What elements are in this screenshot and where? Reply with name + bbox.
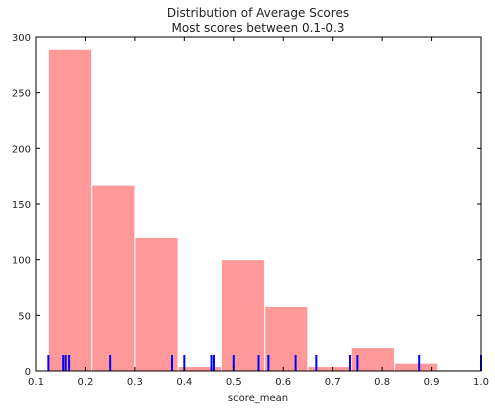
- y-tick-label-3: 150: [12, 200, 31, 211]
- histogram-bar-2: [134, 236, 179, 372]
- x-tick-label-3: 0.4: [176, 377, 192, 388]
- histogram-bar-5: [264, 305, 309, 372]
- x-axis: 0.1 0.2 0.3 0.4 0.5 0.6 0.7 0.8 0.9 1.0: [28, 37, 489, 388]
- x-tick-label-4: 0.5: [226, 377, 242, 388]
- histogram-bar-4: [220, 259, 266, 372]
- histogram-bar-6: [307, 366, 352, 372]
- y-tick-label-1: 50: [18, 311, 31, 322]
- x-tick-label-6: 0.7: [325, 377, 341, 388]
- x-tick-label-1: 0.2: [77, 377, 93, 388]
- x-tick-label-2: 0.3: [127, 377, 143, 388]
- x-tick-label-9: 1.0: [473, 377, 489, 388]
- y-tick-label-0: 0: [25, 367, 31, 378]
- histogram-bar-1: [91, 184, 136, 372]
- x-axis-label: score_mean: [228, 393, 288, 404]
- y-tick-label-6: 300: [12, 33, 31, 44]
- chart-subtitle: Most scores between 0.1-0.3: [172, 21, 345, 35]
- rug-group: [47, 355, 482, 371]
- x-tick-label-0: 0.1: [28, 377, 44, 388]
- bars-group: [47, 48, 482, 372]
- y-tick-label-5: 250: [12, 89, 31, 100]
- x-tick-label-5: 0.6: [275, 377, 291, 388]
- x-tick-label-8: 0.9: [424, 377, 440, 388]
- histogram-bar-0: [47, 48, 93, 372]
- y-tick-label-4: 200: [12, 144, 31, 155]
- chart-title: Distribution of Average Scores: [167, 6, 349, 20]
- y-tick-label-2: 100: [12, 256, 31, 267]
- y-axis: 0 50 100 150 200 250 300: [12, 33, 481, 378]
- x-tick-label-7: 0.8: [374, 377, 390, 388]
